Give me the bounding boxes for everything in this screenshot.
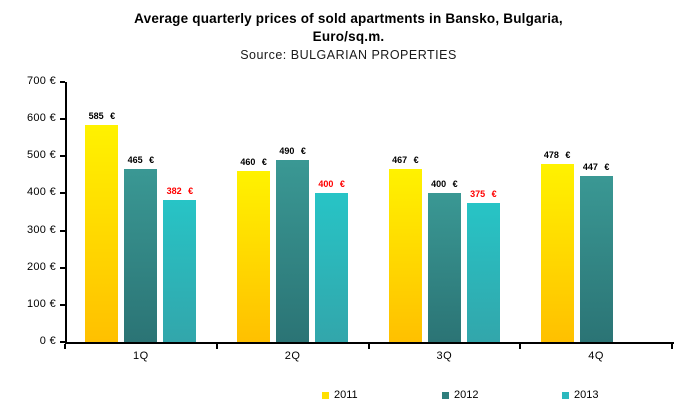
x-tick-mark [64, 344, 66, 349]
y-tick-mark [60, 192, 65, 195]
bar-group-2Q: 460 € 490 € 400 € [217, 146, 369, 342]
title-block: Average quarterly prices of sold apartme… [30, 10, 667, 62]
bar-value-label: 460 € [240, 157, 267, 168]
x-tick-label: 2Q [284, 350, 301, 362]
x-tick-mark [519, 344, 522, 349]
y-tick-mark [60, 266, 65, 269]
chart-title: Average quarterly prices of sold apartme… [30, 10, 667, 46]
y-tick-mark [60, 303, 65, 306]
bar-group-4Q: 478 € 447 € [520, 150, 672, 342]
y-tick-label: 700 € [26, 75, 56, 87]
plot-area: 585 € 465 € 382 € 460 € 490 € 400 € 467 € 400 €… [65, 82, 672, 342]
legend-swatch-2013 [562, 391, 569, 399]
y-tick-label: 0 € [39, 335, 56, 347]
x-tick-label: 4Q [588, 350, 604, 362]
bar-value-label: 447 € [582, 161, 610, 172]
bar-value-label: 467 € [392, 154, 419, 165]
bar-group-1Q: 585 € 465 € 382 € [65, 111, 217, 342]
bar-2011-2Q: 460 € [237, 157, 271, 342]
legend-label: 2013 [574, 389, 599, 401]
y-axis-line [65, 82, 67, 344]
legend-swatch-2012 [442, 391, 449, 399]
bar-2012-3Q: 400 € [427, 179, 461, 342]
legend-label: 2011 [334, 389, 358, 401]
y-tick-mark [60, 118, 65, 121]
y-tick-label: 200 € [26, 260, 56, 273]
x-tick-label: 3Q [436, 350, 453, 362]
bar-value-label: 400 € [431, 179, 458, 190]
bar-2011-1Q: 585 € [85, 111, 119, 342]
legend-item-2011: 2011 [322, 389, 358, 401]
y-tick-mark [60, 229, 65, 232]
y-tick-label: 400 € [26, 186, 56, 199]
bar-2012-1Q: 465 € [124, 155, 158, 342]
bar-value-label: 382 € [166, 186, 194, 197]
bar-2013-3Q: 375 € [466, 189, 500, 342]
bar-2013-2Q: 400 € [315, 179, 349, 342]
bar-value-label: 465 € [127, 155, 155, 166]
y-tick-label: 300 € [26, 223, 56, 236]
x-tick-mark [215, 344, 218, 349]
bar-2013-1Q: 382 € [163, 186, 197, 342]
bar-value-label: 478 € [543, 150, 571, 161]
y-tick-mark [60, 81, 65, 83]
x-tick-label: 1Q [133, 350, 149, 362]
bar-value-label: 400 € [318, 179, 345, 190]
chart-subtitle: Source: BULGARIAN PROPERTIES [240, 48, 457, 62]
y-tick-label: 600 € [26, 112, 56, 125]
y-tick-label: 500 € [26, 149, 56, 162]
bar-2012-2Q: 490 € [276, 146, 310, 342]
legend-label: 2012 [454, 389, 479, 401]
x-tick-mark [671, 344, 673, 349]
bar-value-label: 490 € [279, 146, 306, 156]
chart-title-line1: Average quarterly prices of sold apartme… [134, 11, 563, 26]
y-tick-mark [60, 341, 65, 343]
y-tick-label: 100 € [26, 297, 56, 310]
y-tick-mark [60, 155, 65, 158]
bar-group-3Q: 467 € 400 € 375 € [369, 155, 521, 342]
legend-swatch-2011 [322, 391, 329, 399]
x-tick-mark [367, 344, 370, 349]
chart-title-line2: Euro/sq.m. [312, 29, 385, 44]
legend-item-2013: 2013 [562, 389, 598, 401]
legend-item-2012: 2012 [442, 389, 478, 401]
bar-2011-4Q: 478 € [540, 150, 574, 342]
bar-2012-4Q: 447 € [579, 162, 613, 342]
bar-2011-3Q: 467 € [388, 155, 422, 342]
bar-value-label: 585 € [88, 110, 116, 121]
bar-value-label: 375 € [470, 188, 497, 199]
x-axis-line [65, 342, 674, 344]
